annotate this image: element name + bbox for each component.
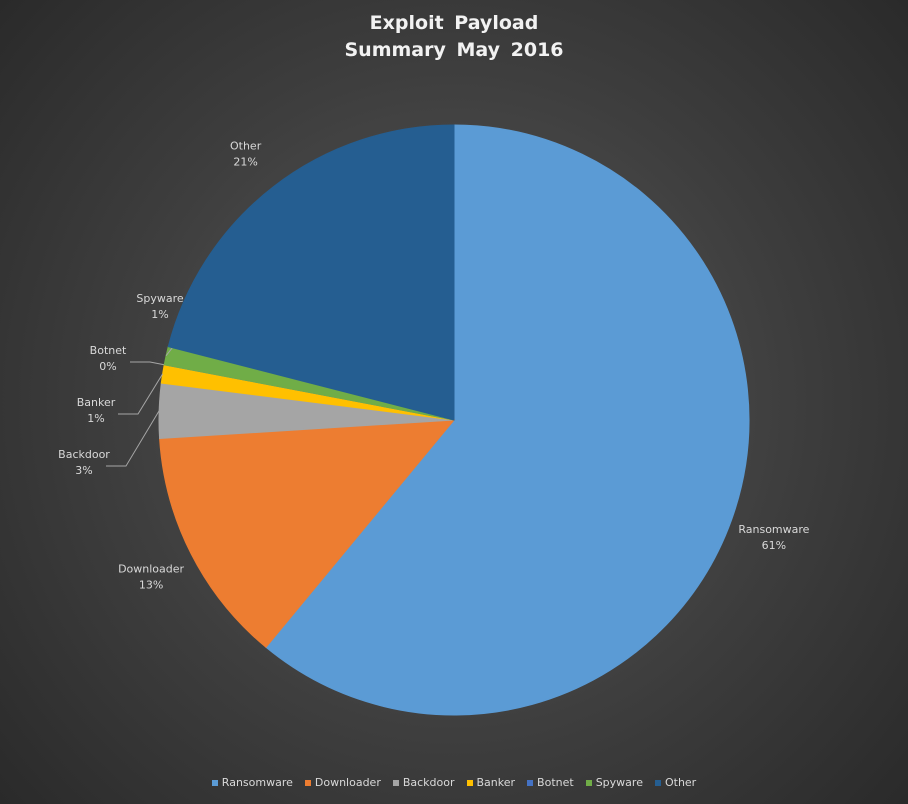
pie-area: Ransomware 61% Downloader 13% Backdoor 3% Bank… bbox=[58, 124, 810, 716]
data-label-value: 3% bbox=[75, 464, 92, 477]
legend-item: Downloader bbox=[304, 776, 381, 789]
data-label-value: 1% bbox=[151, 308, 168, 321]
leader-line bbox=[130, 361, 165, 366]
leader-line bbox=[106, 410, 160, 467]
legend-swatch bbox=[392, 779, 399, 786]
legend-label: Banker bbox=[476, 776, 516, 789]
chart-title: Exploit Payload Summary May 2016 bbox=[344, 12, 564, 61]
data-label-name: Other bbox=[230, 139, 262, 152]
data-label-value: 1% bbox=[87, 412, 104, 425]
data-label-name: Ransomware bbox=[738, 523, 809, 536]
legend-item: Banker bbox=[466, 776, 516, 789]
data-label-name: Downloader bbox=[118, 562, 184, 575]
data-label-name: Banker bbox=[77, 396, 116, 409]
legend-label: Ransomware bbox=[221, 776, 293, 789]
data-label-value: 0% bbox=[99, 360, 116, 373]
legend-label: Other bbox=[664, 776, 697, 789]
legend-swatch bbox=[211, 779, 218, 786]
data-label-name: Backdoor bbox=[58, 448, 110, 461]
legend-label: Botnet bbox=[537, 776, 574, 789]
legend-swatch bbox=[304, 779, 311, 786]
legend-item: Other bbox=[654, 776, 697, 789]
leader-line bbox=[118, 373, 164, 415]
legend-item: Backdoor bbox=[392, 776, 455, 789]
legend-item: Ransomware bbox=[211, 776, 293, 789]
legend: Ransomware Downloader Backdoor Banker Botnet… bbox=[0, 776, 908, 789]
pie-slice bbox=[265, 124, 750, 716]
data-label-value: 13% bbox=[139, 578, 163, 591]
legend-label: Downloader bbox=[314, 776, 381, 789]
data-label-value: 21% bbox=[233, 155, 257, 168]
legend-swatch bbox=[466, 779, 473, 786]
pie-slice bbox=[167, 124, 455, 421]
data-label-value: 61% bbox=[762, 539, 786, 552]
legend-item: Botnet bbox=[527, 776, 574, 789]
data-label-name: Spyware bbox=[136, 292, 183, 305]
pie-slice bbox=[159, 419, 456, 649]
legend-label: Backdoor bbox=[402, 776, 455, 789]
legend-swatch bbox=[585, 779, 592, 786]
legend-label: Spyware bbox=[595, 776, 643, 789]
legend-swatch bbox=[527, 779, 534, 786]
legend-swatch bbox=[654, 779, 661, 786]
legend-item: Spyware bbox=[585, 776, 643, 789]
data-label-name: Botnet bbox=[90, 344, 127, 357]
